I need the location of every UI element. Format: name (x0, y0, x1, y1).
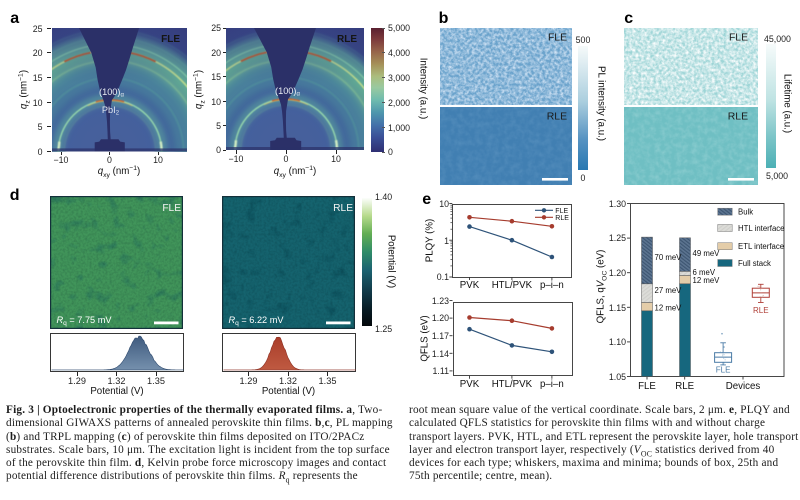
svg-text:RLE: RLE (333, 203, 353, 214)
svg-text:FLE: FLE (162, 203, 181, 214)
svg-text:6 meV: 6 meV (693, 268, 716, 277)
svg-text:Bulk: Bulk (738, 208, 753, 217)
svg-text:RLE: RLE (337, 34, 357, 45)
svg-text:RLE: RLE (728, 112, 748, 123)
svg-text:RLE: RLE (547, 112, 567, 123)
svg-text:ETL interface: ETL interface (738, 242, 784, 251)
svg-text:RLE: RLE (555, 215, 569, 222)
svg-text:49 meV: 49 meV (693, 249, 721, 258)
svg-text:Rq = 6.22 mV: Rq = 6.22 mV (228, 315, 284, 327)
svg-text:12 meV: 12 meV (655, 304, 683, 313)
svg-text:27 meV: 27 meV (655, 286, 683, 295)
svg-text:FLE: FLE (716, 366, 731, 375)
svg-text:(100)α: (100)α (275, 86, 300, 98)
svg-text:FLE: FLE (555, 208, 568, 215)
svg-text:RLE: RLE (753, 306, 769, 315)
svg-text:FLE: FLE (548, 33, 567, 44)
svg-text:HTL interface: HTL interface (738, 224, 785, 233)
svg-text:Full stack: Full stack (738, 259, 771, 268)
svg-text:Rq = 7.75 mV: Rq = 7.75 mV (57, 315, 113, 327)
svg-text:(100)α: (100)α (99, 87, 124, 99)
svg-text:PbI2: PbI2 (101, 105, 119, 117)
svg-text:12 meV: 12 meV (693, 276, 721, 285)
svg-text:FLE: FLE (161, 34, 180, 45)
svg-text:70 meV: 70 meV (655, 253, 683, 262)
svg-text:FLE: FLE (729, 33, 748, 44)
